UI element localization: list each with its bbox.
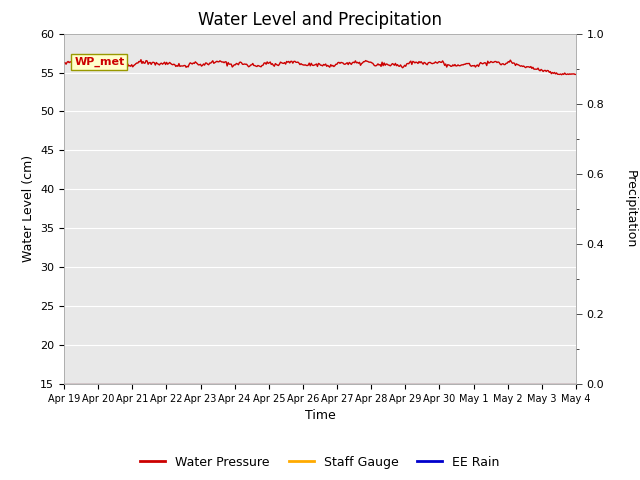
Text: WP_met: WP_met — [74, 57, 125, 67]
Title: Water Level and Precipitation: Water Level and Precipitation — [198, 11, 442, 29]
Y-axis label: Water Level (cm): Water Level (cm) — [22, 155, 35, 263]
X-axis label: Time: Time — [305, 409, 335, 422]
Y-axis label: Precipitation: Precipitation — [623, 169, 637, 248]
Legend: Water Pressure, Staff Gauge, EE Rain: Water Pressure, Staff Gauge, EE Rain — [136, 451, 504, 474]
